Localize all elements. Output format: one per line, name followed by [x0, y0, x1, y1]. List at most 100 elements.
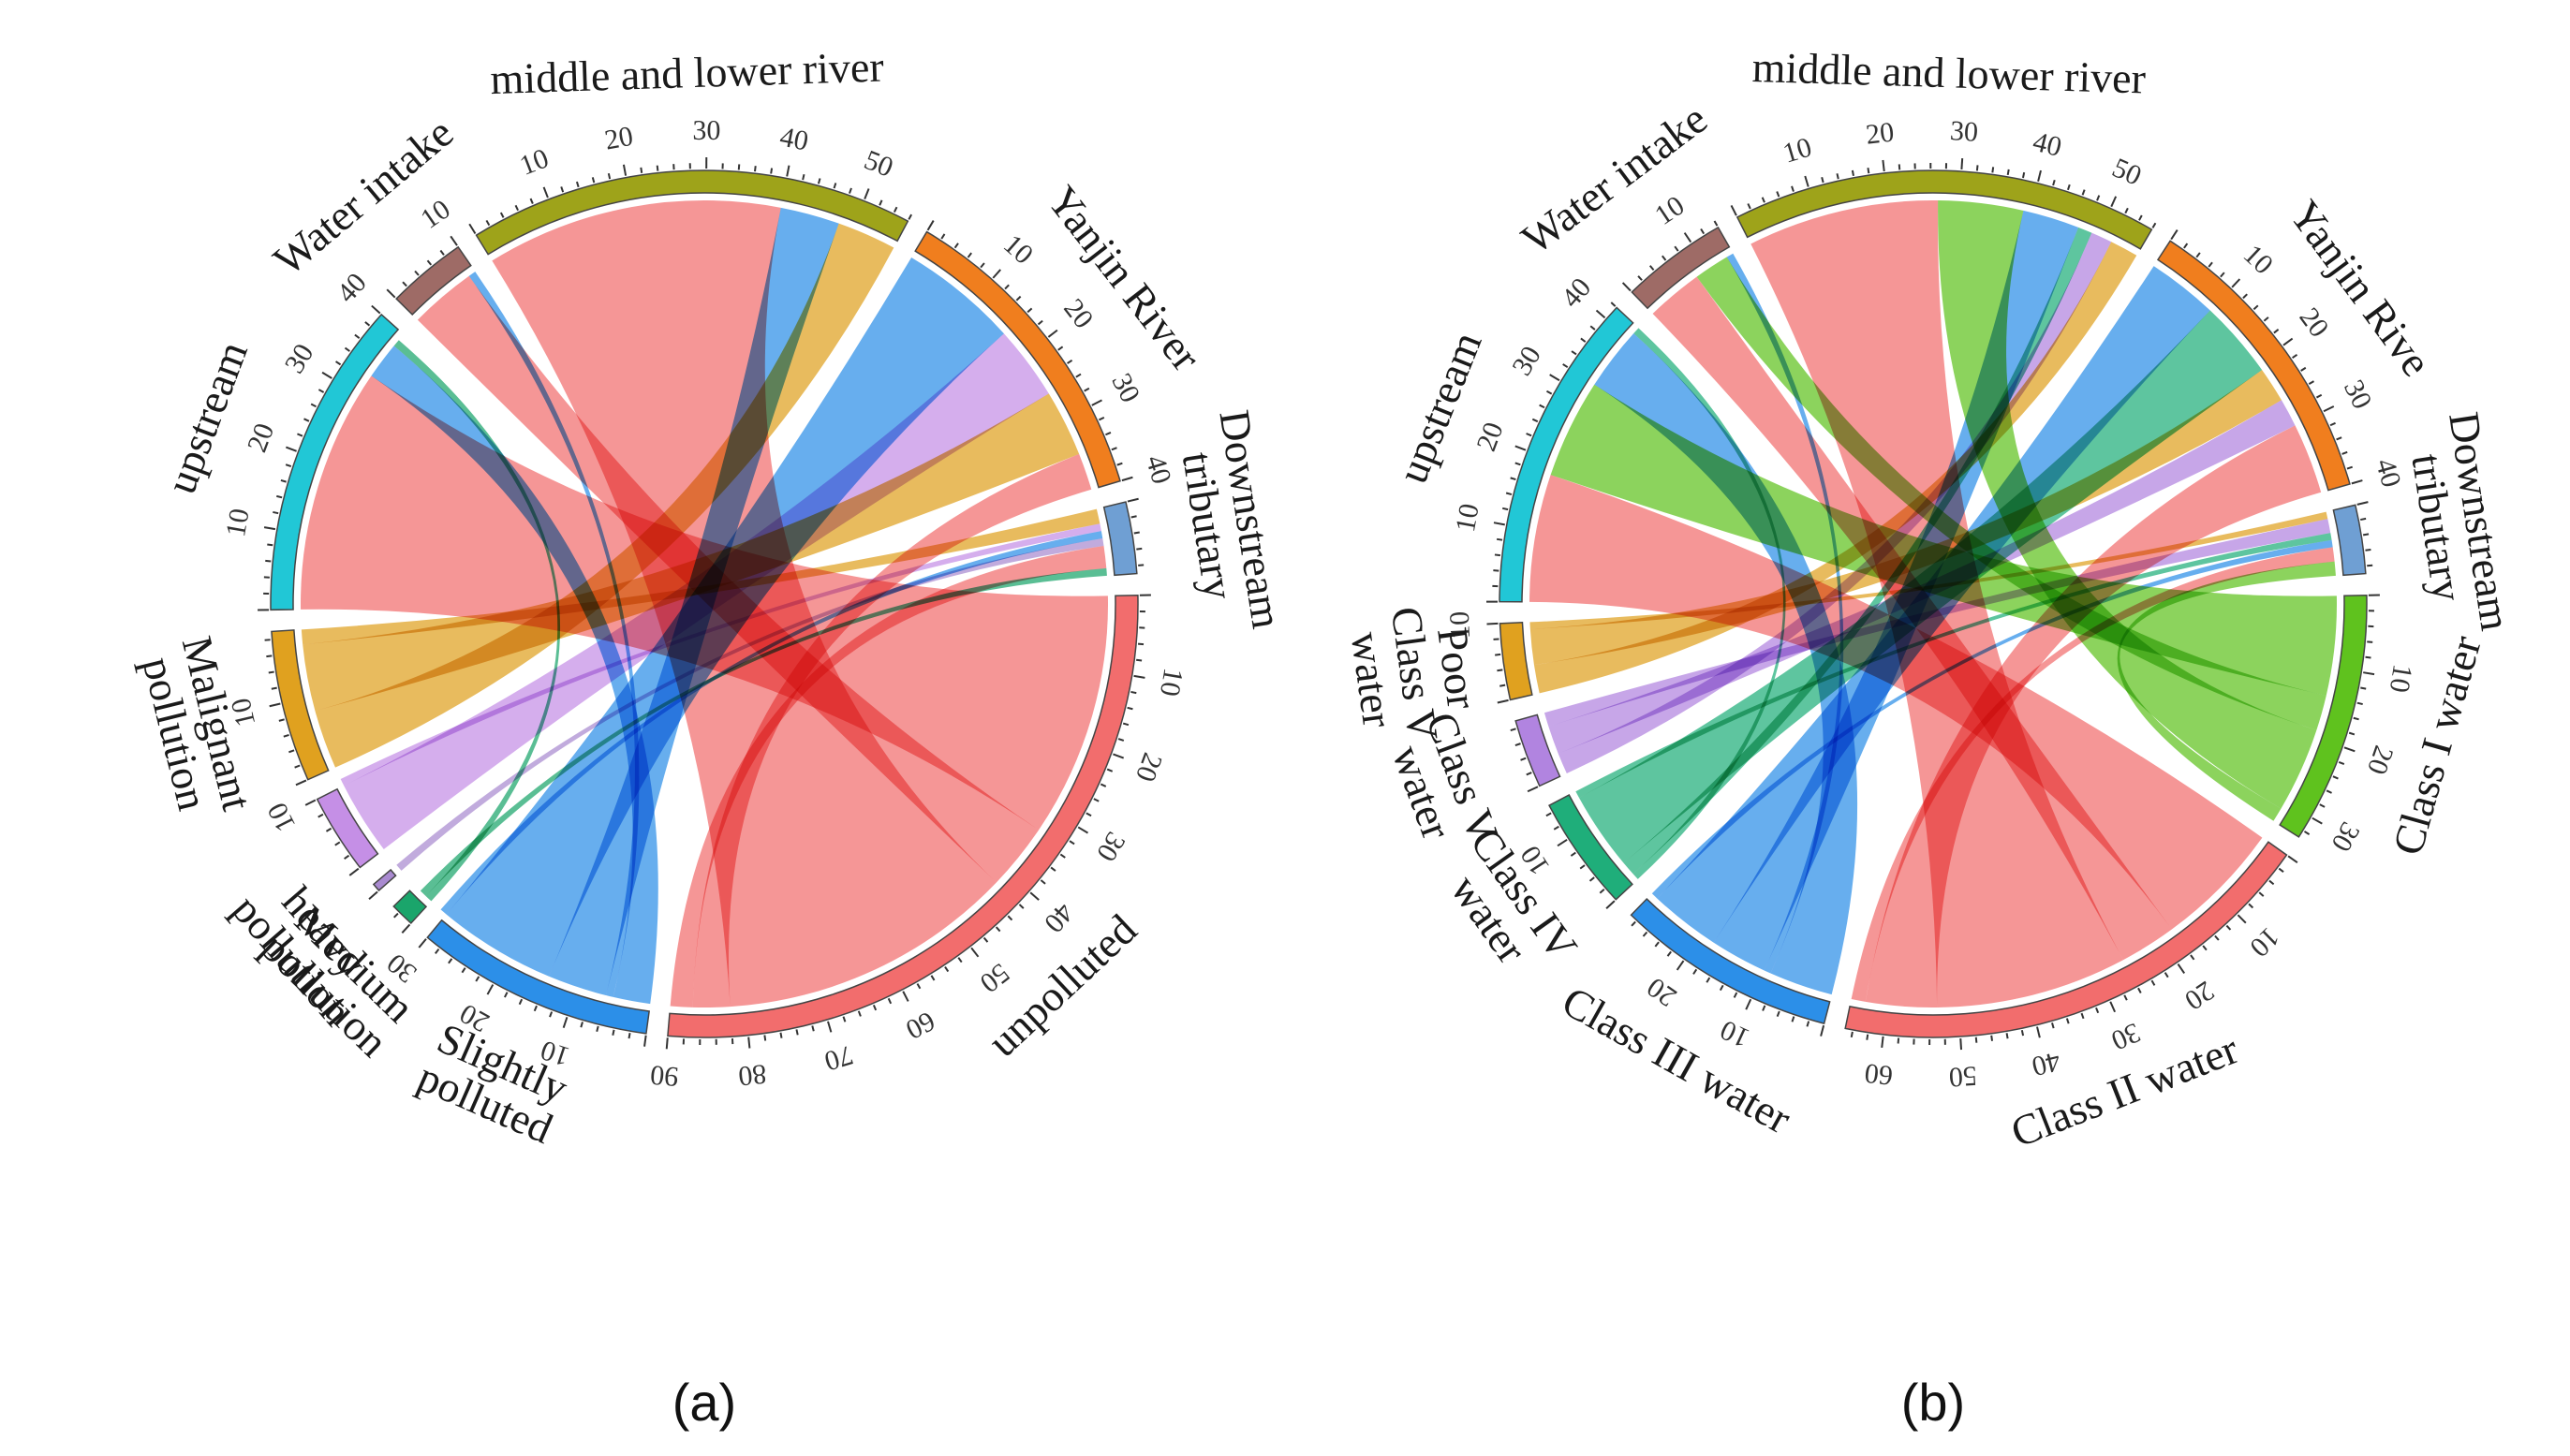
tick [1027, 307, 1033, 314]
tick [2282, 337, 2294, 346]
tick [1117, 738, 1125, 742]
tick [1605, 900, 1616, 910]
arc-middle-and-lower-river [1735, 169, 2153, 250]
tick [1570, 851, 1576, 857]
tick [1820, 1024, 1825, 1037]
tick [2020, 1030, 2025, 1037]
tick [747, 1037, 751, 1049]
tick [1510, 728, 1516, 732]
tick [318, 813, 324, 818]
tick [1122, 722, 1130, 727]
tick [2164, 972, 2169, 978]
tick-label: 70 [820, 1039, 856, 1077]
tick [2208, 261, 2213, 268]
tick [1494, 553, 1501, 557]
tick [354, 333, 361, 339]
tick [1057, 346, 1064, 351]
tick [1545, 812, 1552, 817]
tick [2353, 716, 2359, 721]
tick [280, 478, 287, 483]
tick [549, 1011, 554, 1018]
segment-label-water-intake: Water intake [1513, 94, 1716, 262]
tick [2231, 278, 2241, 288]
tick [1526, 772, 1532, 776]
tick [2110, 196, 2118, 208]
tick [827, 1021, 833, 1033]
tick [1662, 255, 1667, 261]
chords [1529, 200, 2337, 1007]
segment-label-upstream: upstream [1387, 325, 1490, 490]
tick [1040, 879, 1046, 885]
tick [1018, 904, 1025, 909]
segment-label-poor-class-v-water: PoorClass Vwater [1339, 598, 1490, 749]
ticks-downstream-tributary [2356, 501, 2373, 567]
segment-label-middle-and-lower-river: middle and lower river [490, 42, 885, 103]
tick [325, 827, 332, 832]
tick [2081, 189, 2086, 196]
tick [967, 252, 972, 258]
tick [448, 958, 453, 964]
ticks-heavy-pollution [368, 890, 378, 901]
tick [303, 418, 310, 422]
tick [2326, 789, 2332, 794]
tick-label: 20 [1642, 971, 1682, 1012]
tick [344, 346, 350, 352]
panel-label-b: (b) [1901, 1373, 1965, 1432]
tick [1113, 753, 1125, 759]
tick [1493, 522, 1505, 526]
tick-label: 60 [1863, 1057, 1895, 1091]
tick [268, 670, 274, 674]
tick-label: 60 [901, 1005, 940, 1045]
tick [1791, 185, 1795, 192]
arc-yanjin-river [914, 230, 1121, 489]
tick [842, 1016, 847, 1022]
segment-label-malignant-pollution: Malignantpollution [131, 632, 261, 826]
tick-label: 40 [2370, 455, 2407, 491]
tick [414, 270, 420, 276]
tick [1075, 373, 1082, 378]
tick [2177, 963, 2186, 975]
tick [2362, 533, 2370, 537]
tick [2303, 831, 2311, 835]
segment-label-water-intake: Water intake [264, 108, 462, 284]
tick [344, 854, 350, 860]
tick [2258, 891, 2265, 897]
tick [1100, 783, 1107, 787]
tick [2066, 184, 2071, 191]
tick [1106, 768, 1114, 772]
tick-label: 10 [1780, 131, 1815, 169]
ticks-poor-class-v-water: 10 [1444, 610, 1509, 704]
tick [288, 749, 295, 754]
tick [2315, 393, 2323, 399]
tick [1589, 325, 1596, 331]
arc-middle-and-lower-river [475, 169, 909, 256]
tick [1136, 547, 1143, 551]
tick [304, 799, 317, 806]
tick [426, 259, 433, 266]
tick [2021, 171, 2026, 179]
tick [770, 168, 774, 174]
arc-slightly-polluted [426, 919, 650, 1035]
tick [1496, 537, 1503, 541]
tick [1133, 531, 1140, 535]
tick [401, 923, 411, 934]
segment-label-slightly-polluted: Slightlypolluted [411, 1012, 577, 1152]
tick [1121, 476, 1133, 482]
tick [1539, 404, 1545, 409]
tick [542, 186, 549, 199]
segment-label-yanjin-river: Yanjin Rive [2281, 191, 2441, 384]
tick [1137, 642, 1145, 646]
chord-chart-a: 102030405060708090unpolluted102030Slight… [131, 42, 1292, 1153]
chord-yanjin-river-to-poor-class-v-water [1529, 370, 2282, 666]
tick [2123, 994, 2128, 1001]
tick [2096, 195, 2101, 201]
arc-unpolluted [667, 594, 1139, 1038]
tick [995, 926, 1001, 933]
tick [1495, 653, 1501, 656]
arc-yanjin-river [2156, 240, 2351, 492]
tick [1545, 390, 1553, 395]
tick [879, 199, 883, 206]
tick-label: 40 [1038, 897, 1080, 938]
tick [811, 1025, 815, 1032]
